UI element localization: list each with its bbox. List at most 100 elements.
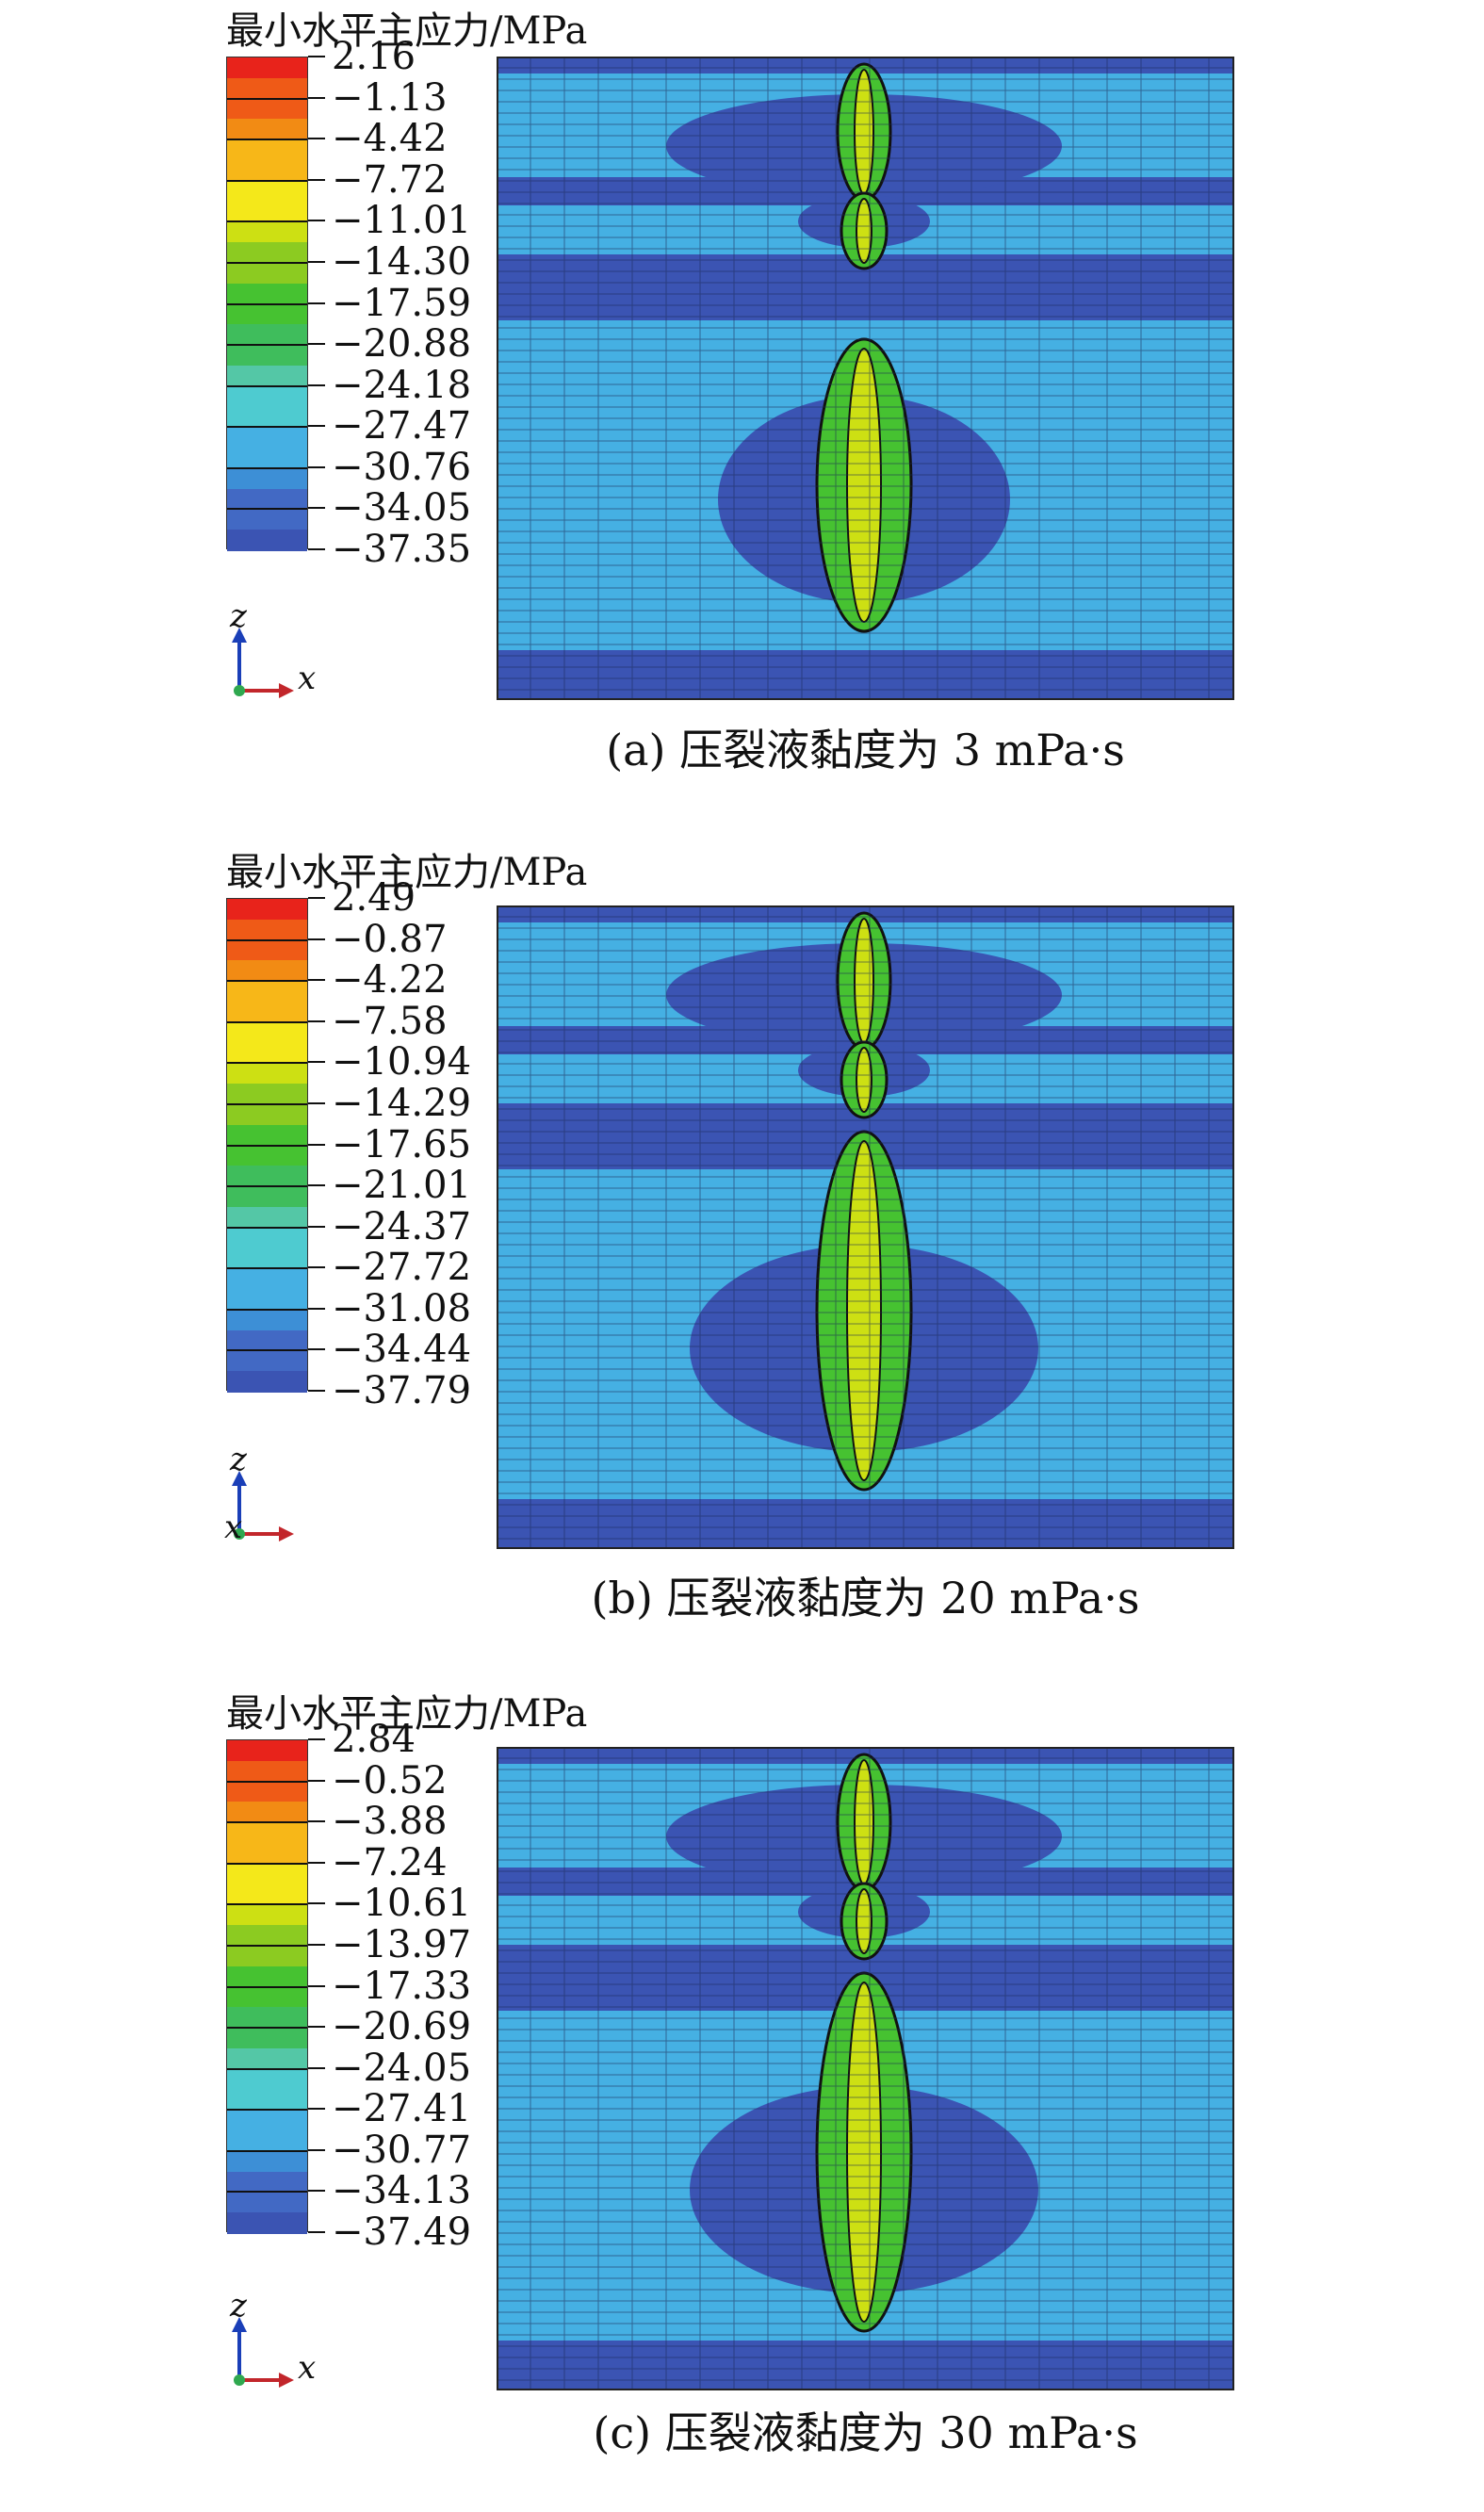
colorbar-divider [227, 1267, 307, 1270]
colorbar-divider [227, 1349, 307, 1352]
colorbar-segment [227, 1986, 307, 2008]
tick-label: −1.13 [332, 75, 448, 120]
colorbar-segment [227, 283, 307, 305]
axis-arrows-icon [232, 1471, 294, 1541]
tick-label: −4.22 [332, 958, 448, 1003]
colorbar-segment [227, 2192, 307, 2213]
colorbar-segment [227, 1740, 307, 1762]
colorbar-segment [227, 77, 307, 100]
tick-label: −0.52 [332, 1758, 448, 1802]
colorbar-divider [227, 1102, 307, 1105]
axis-x-label: x [298, 2349, 317, 2387]
tick-mark [308, 1738, 325, 1740]
colorbar-segment [227, 139, 307, 161]
panel-a: 最小水平主应力/MPa 2.16 −1.13 −4.42 −7.72 −11.01 −14… [0, 0, 1484, 829]
tick-label: −4.42 [332, 117, 448, 161]
tick-mark [308, 979, 325, 982]
tick-label: −7.58 [332, 999, 448, 1043]
colorbar-divider [227, 384, 307, 387]
tick-mark [308, 302, 325, 304]
colorbar-segment [227, 2110, 307, 2131]
colorbar-segment [227, 119, 307, 140]
colorbar-segment [227, 2212, 307, 2234]
tick-label: −0.87 [332, 917, 448, 961]
tick-label: −17.59 [332, 281, 472, 325]
panel-c: 最小水平主应力/MPa 2.84 −0.52 −3.88 −7.24 −10.61 −13… [0, 1683, 1484, 2512]
tick-mark [308, 96, 325, 99]
colorbar-segment [227, 2171, 307, 2194]
tick-mark [308, 465, 325, 468]
colorbar-divider [227, 220, 307, 223]
tick-mark [308, 1984, 325, 1987]
plot-border [497, 1747, 1234, 2390]
tick-label: −30.76 [332, 445, 472, 489]
colorbar-divider [227, 1985, 307, 1988]
tick-mark [308, 260, 325, 263]
colorbar-segment [227, 1103, 307, 1126]
rock-layer [497, 650, 1234, 700]
colorbar-divider [227, 97, 307, 100]
colorbar-segment [227, 1945, 307, 1967]
colorbar-segment [227, 509, 307, 530]
stress-contour-plot [497, 905, 1234, 1549]
colorbar-segment [227, 345, 307, 367]
fracture-core [854, 918, 874, 1044]
tick-mark [308, 897, 325, 899]
tick-mark [308, 1943, 325, 1946]
colorbar-divider [227, 1903, 307, 1906]
colorbar [226, 57, 308, 551]
fracture-core [854, 1759, 874, 1885]
colorbar-segment [227, 1760, 307, 1783]
colorbar-divider [227, 179, 307, 182]
colorbar-segment [227, 899, 307, 921]
colorbar-divider [227, 938, 307, 941]
tick-label: −37.79 [332, 1369, 472, 1412]
colorbar-segment [227, 2068, 307, 2091]
colorbar-segment [227, 159, 307, 182]
colorbar-segment [227, 1802, 307, 1823]
colorbar-segment [227, 530, 307, 551]
tick-mark [308, 1390, 325, 1392]
colorbar-segment [227, 448, 307, 469]
colorbar-segment [227, 919, 307, 941]
colorbar-segment [227, 427, 307, 449]
axis-arrows-icon [232, 628, 294, 698]
colorbar-segment [227, 365, 307, 387]
colorbar-segment [227, 1145, 307, 1166]
tick-mark [308, 1307, 325, 1310]
colorbar [226, 1739, 308, 2234]
colorbar-segment [227, 1350, 307, 1372]
colorbar-divider [227, 508, 307, 511]
axis-x-label: x [224, 1509, 243, 1546]
colorbar-segment [227, 221, 307, 243]
tick-label: −24.05 [332, 2046, 472, 2090]
tick-label: −20.69 [332, 2005, 472, 2049]
colorbar-divider [227, 2149, 307, 2152]
caption: (c) 压裂液黏度为 30 mPa·s [593, 2407, 1138, 2458]
colorbar-segment [227, 385, 307, 408]
tick-mark [308, 2108, 325, 2111]
colorbar-segment [227, 1001, 307, 1023]
colorbar-segment [227, 303, 307, 325]
tick-mark [308, 2231, 325, 2233]
tick-mark [308, 2190, 325, 2193]
colorbar-divider [227, 2109, 307, 2112]
tick-mark [308, 56, 325, 57]
colorbar-divider [227, 1944, 307, 1947]
tick-mark [308, 2148, 325, 2151]
axis-z-label: z [230, 1441, 247, 1478]
tick-mark [308, 425, 325, 428]
plot-border [497, 57, 1234, 700]
colorbar-segment [227, 1206, 307, 1229]
tick-label: 2.84 [332, 1718, 416, 1761]
tick-mark [308, 938, 325, 940]
colorbar-segment [227, 201, 307, 222]
tick-mark [308, 1061, 325, 1064]
colorbar-segment [227, 1268, 307, 1290]
tick-label: −10.94 [332, 1040, 472, 1085]
tick-mark [308, 2066, 325, 2069]
colorbar-segment [227, 324, 307, 346]
tick-label: 2.49 [332, 876, 416, 920]
colorbar-divider [227, 2191, 307, 2194]
tick-mark [308, 1861, 325, 1864]
